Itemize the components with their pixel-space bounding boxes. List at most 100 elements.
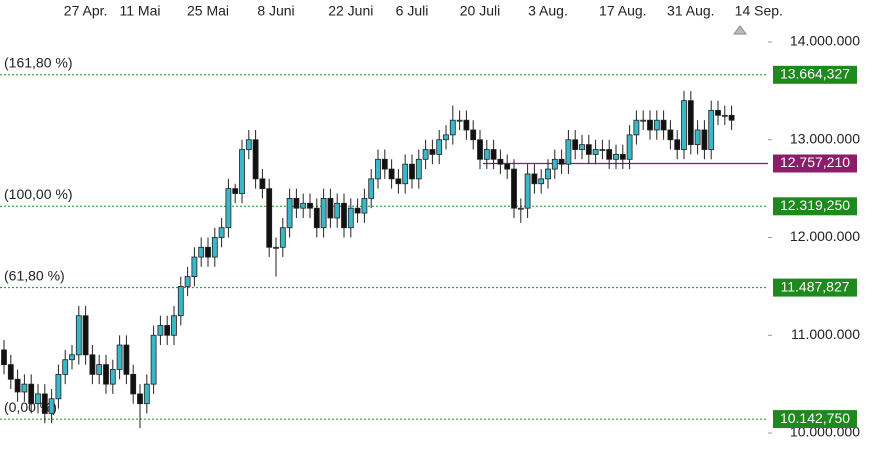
candle-body	[225, 188, 232, 229]
candle-body	[511, 168, 517, 209]
x-tick-label: 8 Juni	[257, 3, 294, 19]
candle-body	[313, 207, 320, 229]
x-tick-label: 11 Mai	[120, 3, 161, 19]
candle-body	[334, 202, 341, 219]
candle-body	[565, 139, 572, 165]
candle-body	[599, 149, 606, 151]
level-value: 13.664,327	[780, 66, 850, 82]
x-tick-label: 27 Apr.	[64, 3, 108, 19]
candle-body	[1, 349, 7, 365]
candle-body	[320, 198, 327, 229]
candle-body	[245, 139, 252, 150]
candle-body	[647, 119, 653, 131]
candle-body	[341, 202, 347, 229]
x-tick-label: 6 Juli	[396, 3, 429, 19]
candle-body	[415, 158, 422, 180]
candle-body	[409, 163, 415, 180]
candle-body	[551, 158, 558, 170]
candle-body	[572, 139, 579, 150]
candle-body	[89, 354, 96, 375]
x-tick-label: 31 Aug.	[667, 3, 715, 19]
level-label: (161,80 %)	[4, 55, 72, 71]
level-label: (100,00 %)	[4, 186, 72, 202]
candle-body	[708, 110, 715, 150]
candle-body	[592, 149, 599, 155]
y-tick-label: 13.000.000	[790, 130, 860, 146]
candle-body	[660, 119, 667, 131]
candle-body	[293, 198, 300, 209]
level-box	[773, 410, 857, 429]
candle-body	[150, 334, 157, 385]
level-label: (61,80 %)	[4, 267, 65, 283]
y-tick-label: 11.000.000	[791, 326, 860, 342]
candle-body	[273, 246, 279, 249]
candle-body	[667, 129, 674, 141]
candle-body	[606, 149, 613, 160]
x-tick-label: 3 Aug.	[528, 3, 568, 19]
candle-body	[429, 149, 436, 155]
candle-body	[490, 149, 497, 160]
level-box	[773, 197, 857, 216]
level-value: 10.142,750	[780, 410, 850, 426]
candle-body	[517, 207, 524, 210]
candle-body	[449, 119, 456, 136]
candle-body	[354, 207, 361, 214]
level-value: 11.487,827	[780, 278, 849, 294]
candle-body	[545, 168, 551, 180]
candle-body	[164, 325, 171, 336]
candle-body	[585, 144, 592, 155]
candle-body	[177, 285, 184, 317]
candle-body	[653, 119, 660, 131]
candle-body	[483, 149, 490, 160]
candle-body	[395, 178, 402, 185]
candle-body	[41, 393, 48, 414]
candle-body	[375, 158, 381, 180]
candle-body	[470, 129, 477, 141]
candle-body	[184, 276, 191, 287]
candle-body	[694, 129, 701, 146]
candle-body	[279, 227, 286, 248]
y-tick-label: 12.000.000	[790, 228, 860, 244]
candle-body	[463, 119, 470, 131]
candle-body	[436, 139, 443, 155]
reference-box	[773, 154, 857, 173]
candle-body	[422, 149, 429, 160]
scroll-marker	[733, 25, 747, 35]
candle-body	[633, 119, 640, 136]
candle-body	[619, 154, 626, 160]
candle-body	[109, 369, 116, 385]
candle-body	[613, 154, 619, 160]
candle-body	[443, 134, 449, 141]
candle-body	[116, 344, 123, 370]
candle-body	[82, 315, 89, 356]
candle-body	[728, 114, 735, 121]
candle-body	[266, 188, 273, 248]
candle-body	[55, 373, 62, 400]
candle-body	[701, 129, 708, 150]
candle-body	[198, 246, 205, 258]
candle-body	[524, 173, 531, 209]
candle-body	[681, 100, 687, 150]
candle-body	[62, 359, 69, 375]
candle-body	[721, 114, 728, 117]
candle-body	[531, 173, 538, 185]
candle-body	[205, 246, 211, 258]
candle-body	[157, 325, 164, 336]
candle-body	[300, 202, 307, 209]
candle-body	[103, 364, 109, 385]
candle-body	[674, 139, 681, 150]
candle-body	[259, 178, 266, 190]
candle-body	[381, 158, 388, 170]
candle-body	[96, 364, 103, 375]
candle-body	[504, 163, 511, 170]
candle-body	[347, 207, 354, 229]
reference-value: 12.757,210	[780, 154, 850, 170]
candle-body	[143, 383, 150, 405]
candle-body	[368, 178, 375, 199]
candle-body	[69, 354, 75, 361]
candle-body	[218, 227, 225, 238]
candle-body	[239, 149, 245, 194]
candle-body	[307, 202, 313, 209]
candle-body	[130, 373, 137, 395]
